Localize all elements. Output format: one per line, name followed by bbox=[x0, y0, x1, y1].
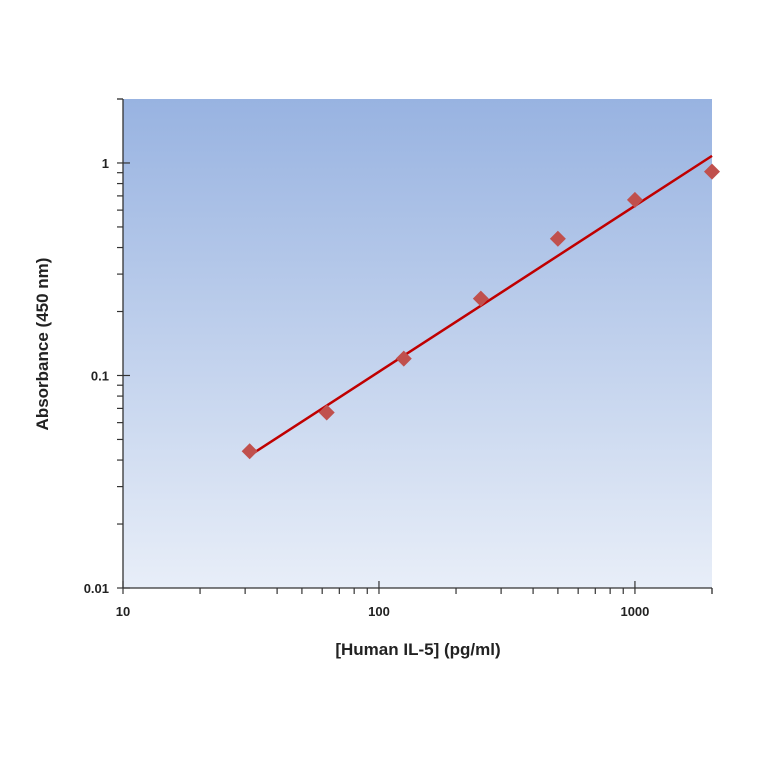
data-point bbox=[704, 163, 720, 180]
data-point bbox=[626, 191, 643, 208]
axes bbox=[117, 98, 713, 594]
data-point bbox=[318, 404, 335, 421]
plot-area bbox=[123, 99, 712, 588]
tick-labels: 10 100 1000 0.01 0.1 1 bbox=[84, 156, 650, 619]
data-point bbox=[395, 350, 412, 367]
data-point bbox=[549, 230, 566, 247]
data-point bbox=[472, 290, 489, 307]
y-tick-label: 0.01 bbox=[84, 581, 109, 596]
data-points bbox=[241, 163, 720, 460]
y-tick-label: 0.1 bbox=[91, 368, 109, 383]
y-axis-label: Absorbance (450 nm) bbox=[33, 258, 52, 431]
x-tick-label: 10 bbox=[116, 604, 130, 619]
x-axis-label: [Human IL-5] (pg/ml) bbox=[335, 640, 500, 659]
data-point bbox=[241, 443, 258, 460]
x-tick-label: 100 bbox=[368, 604, 390, 619]
y-tick-label: 1 bbox=[102, 156, 109, 171]
x-tick-label: 1000 bbox=[620, 604, 649, 619]
